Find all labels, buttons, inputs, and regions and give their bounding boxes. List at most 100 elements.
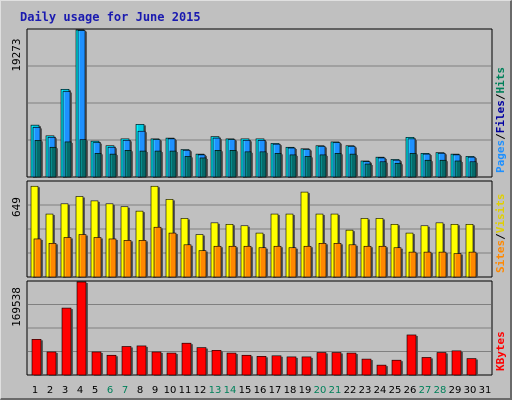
bar-highlight <box>452 351 454 375</box>
bar-highlight <box>214 246 216 277</box>
bar-kbytes <box>106 354 118 376</box>
bar-highlight <box>365 164 367 177</box>
bar-pages <box>289 154 298 178</box>
bar-highlight <box>466 224 468 277</box>
bar-highlight <box>256 233 258 277</box>
bar-face <box>94 153 102 178</box>
bar-kbytes <box>466 358 478 376</box>
bar-face <box>241 354 252 376</box>
bar-highlight <box>305 157 307 177</box>
bar-pages <box>94 153 103 178</box>
day-group <box>405 232 418 278</box>
day-group <box>151 351 163 376</box>
bar-sites <box>348 244 358 278</box>
bar-highlight <box>350 154 352 177</box>
day-group <box>60 203 73 278</box>
day-group <box>135 210 148 278</box>
bar-face <box>454 160 462 178</box>
bar-highlight <box>469 252 471 277</box>
bar-sites <box>93 237 103 278</box>
bar-kbytes <box>391 359 403 376</box>
bar-pages <box>319 154 328 178</box>
bar-kbytes <box>151 351 163 376</box>
bar-highlight <box>78 31 80 177</box>
day-group <box>150 138 163 178</box>
bar-highlight <box>230 150 232 177</box>
bar-face <box>453 253 462 278</box>
bar-highlight <box>168 139 170 177</box>
bar-face <box>376 364 387 376</box>
bar-face <box>198 250 207 278</box>
bar-highlight <box>409 252 411 277</box>
day-group <box>120 138 133 178</box>
chart-panels: 19273Pages/Files/Hits649Sites/Visits1695… <box>10 28 507 376</box>
day-label: 20 <box>314 385 327 396</box>
bar-pages <box>469 161 478 178</box>
bar-face <box>364 163 372 178</box>
bar-highlight <box>91 141 93 177</box>
bar-face <box>331 352 342 376</box>
day-group <box>286 356 298 376</box>
bar-highlight <box>46 214 48 277</box>
legend-item: / <box>494 93 507 100</box>
day-label: 30 <box>464 385 477 396</box>
bar-sites <box>243 245 253 278</box>
bar-pages <box>49 146 58 178</box>
bar-kbytes <box>226 352 238 376</box>
bar-pages <box>184 156 193 178</box>
day-group <box>331 352 343 376</box>
bar-highlight <box>48 137 50 177</box>
bar-highlight <box>395 163 397 177</box>
bar-face <box>424 159 432 178</box>
bar-pages <box>244 151 253 178</box>
bar-highlight <box>170 151 172 177</box>
bar-face <box>61 307 72 376</box>
day-label: 26 <box>404 385 417 396</box>
bar-pages <box>454 160 463 178</box>
day-label: 9 <box>152 385 158 396</box>
bar-face <box>303 245 312 278</box>
bar-highlight <box>241 226 243 277</box>
day-label: 8 <box>137 385 143 396</box>
bar-highlight <box>226 139 228 177</box>
day-group <box>285 213 298 278</box>
day-group <box>240 225 253 278</box>
day-label: 2 <box>47 385 53 396</box>
day-group <box>465 156 478 178</box>
bar-face <box>229 150 237 178</box>
bar-highlight <box>181 150 183 177</box>
bar-pages <box>199 157 208 178</box>
y-max-label: 19273 <box>10 38 23 71</box>
day-label: 7 <box>122 385 128 396</box>
bar-highlight <box>76 30 78 177</box>
bar-sites <box>138 240 148 278</box>
bar-highlight <box>169 233 171 277</box>
bar-highlight <box>378 158 380 177</box>
bar-face <box>391 359 402 376</box>
bar-highlight <box>316 146 318 177</box>
bar-face <box>109 153 117 178</box>
day-group <box>271 355 283 376</box>
bar-highlight <box>228 140 230 177</box>
bar-highlight <box>139 241 141 277</box>
bar-sites <box>168 232 178 278</box>
bar-highlight <box>152 352 154 375</box>
bar-sites <box>108 238 118 278</box>
bar-face <box>469 161 477 178</box>
bar-highlight <box>197 348 199 375</box>
day-group <box>135 124 148 178</box>
bar-face <box>154 150 162 178</box>
day-group <box>121 346 133 376</box>
bar-highlight <box>346 230 348 277</box>
y-max-label: 649 <box>10 197 23 217</box>
day-label: 25 <box>389 385 402 396</box>
day-group <box>136 345 148 376</box>
bar-sites <box>48 243 58 278</box>
bar-highlight <box>274 246 276 277</box>
bar-pages <box>34 140 43 178</box>
bar-pages <box>259 151 268 178</box>
bar-highlight <box>423 154 425 177</box>
bar-pages <box>349 153 358 178</box>
